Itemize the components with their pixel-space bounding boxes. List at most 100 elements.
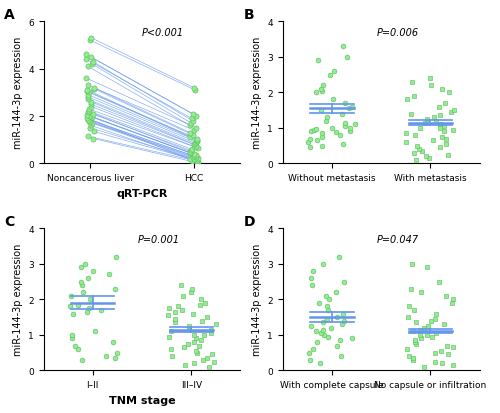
Text: P=0.001: P=0.001	[138, 235, 180, 245]
Point	[82, 76, 90, 82]
Point	[178, 282, 186, 289]
Point	[404, 314, 412, 320]
Point	[308, 282, 316, 289]
Point	[82, 52, 90, 59]
Point	[110, 286, 118, 292]
Point	[306, 323, 314, 330]
Point	[194, 145, 202, 152]
Point	[207, 326, 215, 333]
Point	[416, 332, 424, 338]
Point	[85, 90, 93, 96]
Point	[194, 157, 202, 164]
Point	[186, 150, 194, 157]
Point	[78, 282, 86, 289]
Point	[324, 307, 332, 313]
Point	[318, 143, 326, 150]
Point	[338, 321, 346, 328]
Point	[90, 86, 98, 93]
Point	[192, 125, 200, 132]
Point	[432, 330, 440, 337]
Point	[109, 339, 117, 345]
Point	[194, 155, 202, 162]
Point	[448, 300, 456, 306]
Point	[416, 125, 424, 132]
Point	[319, 261, 327, 268]
Point	[442, 136, 450, 142]
Point	[208, 351, 216, 358]
Point	[318, 88, 326, 95]
Point	[317, 86, 325, 93]
Point	[68, 311, 76, 317]
Text: P<0.001: P<0.001	[142, 28, 184, 38]
Point	[82, 57, 90, 63]
Point	[408, 79, 416, 86]
Point	[90, 129, 98, 135]
Point	[431, 316, 439, 323]
Point	[442, 293, 450, 299]
Point	[167, 328, 175, 335]
Point	[165, 305, 173, 312]
Point	[86, 125, 94, 132]
Point	[324, 114, 332, 121]
Point	[339, 311, 347, 317]
Point	[178, 307, 186, 313]
Point	[84, 88, 92, 94]
Point	[199, 356, 207, 363]
Point	[86, 109, 94, 115]
Point	[412, 319, 420, 326]
Point	[192, 335, 200, 342]
Point	[339, 44, 347, 50]
Point	[423, 116, 431, 123]
Point	[312, 328, 320, 335]
Point	[314, 138, 322, 144]
Point	[426, 76, 434, 82]
Point	[322, 118, 330, 125]
Point	[68, 293, 76, 299]
Point	[428, 334, 436, 340]
Point	[190, 339, 198, 345]
Point	[327, 325, 335, 331]
Point	[188, 132, 196, 139]
Point	[436, 145, 444, 151]
Point	[333, 314, 341, 320]
Point	[432, 311, 440, 317]
Point	[82, 116, 90, 122]
Point	[198, 318, 205, 324]
Point	[186, 325, 194, 331]
X-axis label: TNM stage: TNM stage	[108, 395, 176, 405]
Point	[198, 337, 205, 344]
Point	[438, 360, 446, 367]
Point	[203, 355, 211, 361]
Point	[416, 289, 424, 296]
X-axis label: qRT-PCR: qRT-PCR	[116, 188, 168, 198]
Point	[88, 36, 96, 42]
Point	[200, 332, 208, 338]
Point	[196, 301, 204, 308]
Point	[346, 128, 354, 135]
Point	[191, 88, 199, 94]
Point	[316, 107, 324, 114]
Text: C: C	[4, 215, 14, 229]
Point	[164, 312, 172, 319]
Point	[325, 296, 333, 303]
Point	[314, 58, 322, 64]
Point	[190, 142, 198, 148]
Point	[88, 62, 96, 68]
Point	[340, 318, 348, 324]
Point	[90, 85, 98, 92]
Point	[105, 271, 113, 278]
Point	[404, 353, 412, 360]
Point	[194, 138, 202, 145]
Point	[86, 114, 94, 120]
Point	[88, 114, 96, 121]
Point	[84, 112, 92, 119]
Point	[181, 362, 189, 368]
Point	[426, 83, 434, 89]
Point	[326, 72, 334, 78]
Point	[351, 122, 359, 128]
Point	[193, 158, 201, 164]
Y-axis label: miR-144-3p expression: miR-144-3p expression	[12, 244, 22, 356]
Point	[318, 134, 326, 141]
Y-axis label: miR-144-3p expression: miR-144-3p expression	[12, 37, 22, 149]
Point	[440, 123, 448, 130]
